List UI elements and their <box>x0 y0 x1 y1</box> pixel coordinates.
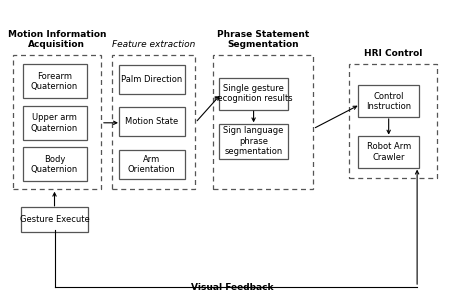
Text: Upper arm
Quaternion: Upper arm Quaternion <box>31 113 78 133</box>
FancyBboxPatch shape <box>23 64 86 98</box>
Bar <box>349 64 437 178</box>
Text: Phrase Statement
Segmentation: Phrase Statement Segmentation <box>217 30 309 49</box>
Text: Forearm
Quaternion: Forearm Quaternion <box>31 72 78 91</box>
Bar <box>213 55 313 189</box>
FancyBboxPatch shape <box>118 150 185 179</box>
Text: Body
Quaternion: Body Quaternion <box>31 154 78 174</box>
Text: Gesture Execute: Gesture Execute <box>19 215 90 224</box>
FancyBboxPatch shape <box>219 78 288 110</box>
Text: HRI Control: HRI Control <box>364 49 423 58</box>
Text: Motion State: Motion State <box>125 117 178 126</box>
Text: Visual Feedback: Visual Feedback <box>191 283 273 292</box>
Text: Palm Direction: Palm Direction <box>121 75 182 84</box>
Text: Robot Arm
Crawler: Robot Arm Crawler <box>366 142 411 162</box>
FancyBboxPatch shape <box>118 107 185 136</box>
FancyBboxPatch shape <box>23 147 86 181</box>
FancyBboxPatch shape <box>358 136 419 168</box>
FancyBboxPatch shape <box>21 207 88 232</box>
FancyBboxPatch shape <box>23 106 86 140</box>
FancyBboxPatch shape <box>118 65 185 95</box>
Text: Control
Instruction: Control Instruction <box>366 91 411 111</box>
FancyBboxPatch shape <box>358 85 419 117</box>
Text: Feature extraction: Feature extraction <box>112 40 196 49</box>
Text: Sign language
phrase
segmentation: Sign language phrase segmentation <box>223 126 284 156</box>
Text: Arm
Orientation: Arm Orientation <box>128 154 175 174</box>
Bar <box>13 55 101 189</box>
FancyBboxPatch shape <box>219 123 288 159</box>
Text: Motion Information
Acquisition: Motion Information Acquisition <box>8 30 106 49</box>
Text: Single gesture
recognition results: Single gesture recognition results <box>214 84 293 103</box>
Bar <box>112 55 195 189</box>
